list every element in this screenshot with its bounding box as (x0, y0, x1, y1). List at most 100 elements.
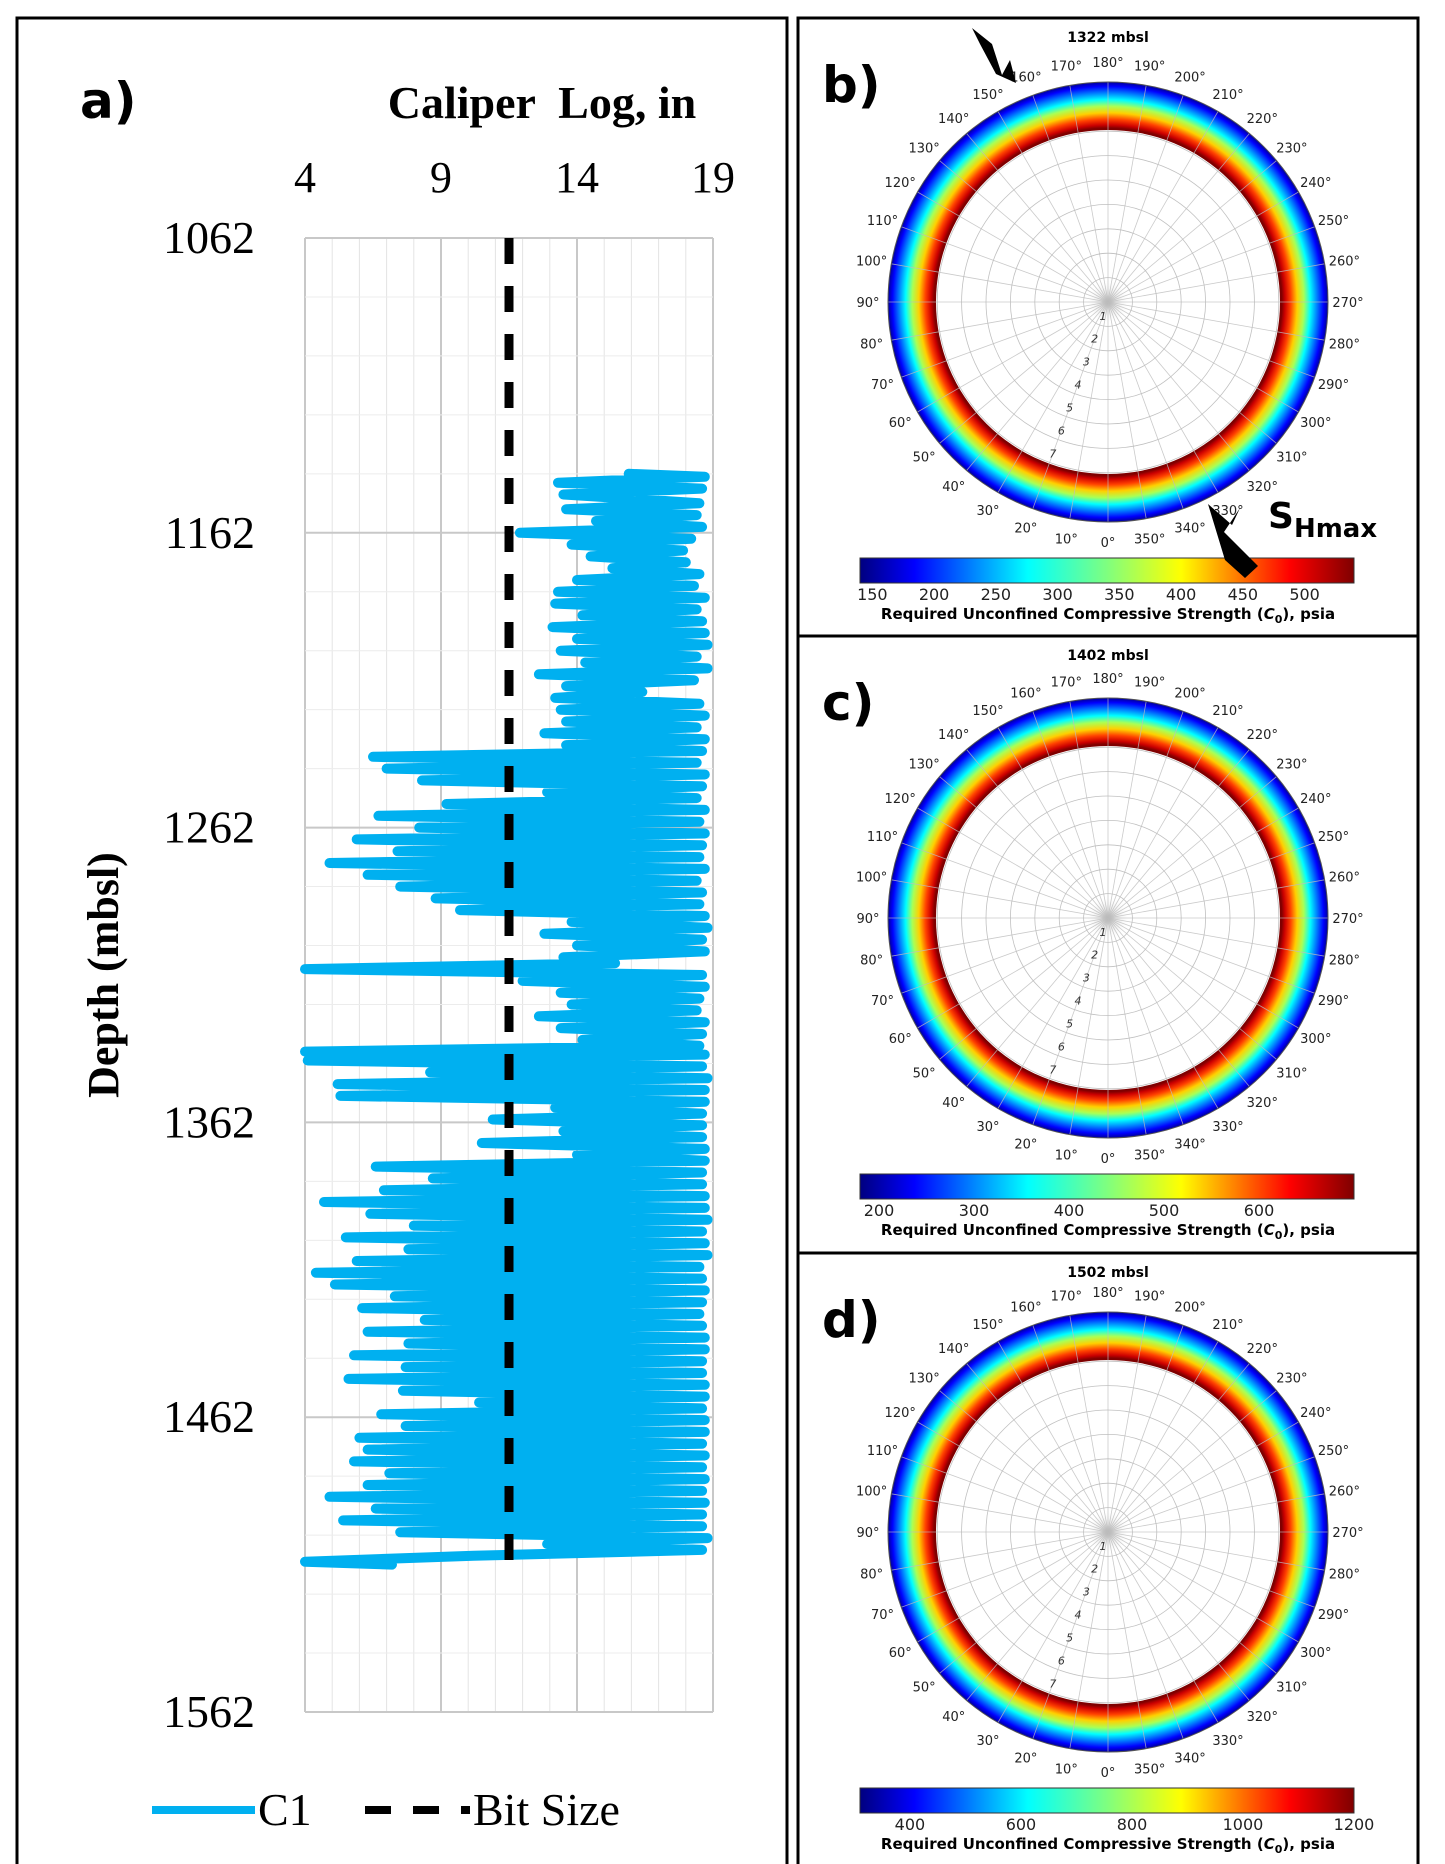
spoke-line (1107, 1341, 1219, 1533)
radial-tick-label: 7 (1049, 447, 1056, 460)
azimuth-label: 40° (942, 1710, 965, 1725)
spoke-line (1107, 701, 1147, 919)
azimuth-label: 350° (1134, 1148, 1165, 1163)
shmax-label: SHmax (1268, 496, 1377, 544)
depth-title: 1502 mbsl (1067, 1265, 1149, 1281)
colorbar-label-subscript: 0 (1275, 1229, 1283, 1242)
spoke-line (939, 160, 1109, 303)
spoke-line (1032, 711, 1109, 919)
colorbar (859, 1787, 1355, 1814)
colorbar-tick-label: 250 (981, 585, 1012, 604)
azimuth-label: 340° (1174, 1138, 1205, 1153)
colorbar-label-post: ), psia (1282, 1835, 1335, 1853)
radial-tick-label: 2 (1091, 949, 1098, 962)
azimuth-label: 130° (908, 1372, 939, 1387)
azimuth-label: 70° (871, 378, 894, 393)
y-tick-label: 1362 (163, 1096, 255, 1147)
spoke-line (1107, 1531, 1147, 1749)
azimuth-label: 60° (889, 416, 912, 431)
azimuth-label: 260° (1329, 254, 1360, 269)
azimuth-label: 90° (856, 912, 879, 927)
shmax-sub: Hmax (1294, 514, 1377, 544)
azimuth-label: 200° (1174, 687, 1205, 702)
y-tick-label: 1562 (163, 1686, 255, 1737)
spoke-line (966, 1531, 1109, 1701)
spoke-line (1107, 776, 1277, 919)
spoke-line (901, 301, 1109, 378)
shmax-arrow-top (972, 28, 1016, 83)
spoke-line (997, 301, 1109, 493)
spoke-line (1107, 1531, 1325, 1571)
azimuth-label: 30° (976, 1734, 999, 1749)
spoke-line (997, 917, 1109, 1109)
spoke-line (966, 917, 1109, 1087)
azimuth-label: 30° (976, 504, 999, 519)
azimuth-label: 100° (856, 1484, 887, 1499)
azimuth-label: 110° (867, 1444, 898, 1459)
spoke-line (1107, 301, 1277, 444)
x-tick-label: 4 (294, 153, 316, 202)
azimuth-label: 10° (1055, 1762, 1078, 1777)
spoke-line (901, 226, 1109, 303)
colorbar-tick-label: 1000 (1223, 1815, 1264, 1834)
spoke-line (1069, 917, 1109, 1135)
azimuth-label: 210° (1212, 704, 1243, 719)
spoke-line (997, 1531, 1109, 1723)
x-tick-label: 14 (555, 153, 599, 202)
azimuth-label: 90° (856, 296, 879, 311)
azimuth-label: 10° (1055, 1148, 1078, 1163)
spoke-line (966, 133, 1109, 303)
spoke-line (1069, 701, 1109, 919)
spoke-line (917, 1531, 1109, 1643)
outer-edge (887, 1311, 1329, 1753)
azimuth-label: 110° (867, 830, 898, 845)
spoke-line (917, 917, 1109, 1029)
polar-grid (888, 1312, 1328, 1752)
spoke-line (1107, 917, 1250, 1087)
colorbar-label-pre: Required Unconfined Compressive Strength… (881, 605, 1264, 623)
spoke-line (1107, 917, 1147, 1135)
radial-tick-label: 2 (1091, 1563, 1098, 1576)
colorbar-tick-label: 800 (1117, 1815, 1148, 1834)
azimuth-label: 80° (860, 338, 883, 353)
colorbar-tick-label: 500 (1149, 1201, 1180, 1220)
azimuth-label: 190° (1134, 1290, 1165, 1305)
panel-d-frame (796, 1251, 1420, 1864)
colorbar-tick-label: 500 (1289, 585, 1320, 604)
y-tick-label: 1162 (165, 507, 255, 558)
azimuth-label: 330° (1212, 1734, 1243, 1749)
spoke-line (1107, 301, 1147, 519)
panel-letter: c) (822, 674, 875, 732)
azimuth-label: 60° (889, 1646, 912, 1661)
spoke-line (1107, 226, 1315, 303)
panel-a-letter: a) (80, 72, 137, 130)
spoke-line (939, 1531, 1109, 1674)
azimuth-label: 70° (871, 1608, 894, 1623)
azimuth-label: 220° (1247, 1342, 1278, 1357)
colorbar-label-symbol: C (1264, 1221, 1275, 1239)
azimuth-label: 250° (1318, 1444, 1349, 1459)
colorbar-tick-label: 300 (1042, 585, 1073, 604)
spoke-line (1107, 1315, 1147, 1533)
spoke-line (1107, 1531, 1299, 1643)
azimuth-label: 0° (1101, 536, 1116, 551)
azimuth-label: 110° (867, 214, 898, 229)
outer-edge (887, 697, 1329, 1139)
spoke-line (1107, 749, 1250, 919)
caliper-chart: a) Caliper Log, in Depth (mbsl) 4 9 14 19 1… (79, 72, 735, 1835)
spoke-line (917, 807, 1109, 919)
azimuth-label: 280° (1329, 338, 1360, 353)
y-axis-label: Depth (mbsl) (79, 852, 128, 1098)
spoke-line (939, 1390, 1109, 1533)
spoke-line (1107, 711, 1184, 919)
shmax-arrow-bottom (1208, 504, 1258, 578)
azimuth-label: 40° (942, 480, 965, 495)
radial-tick-label: 5 (1066, 402, 1073, 415)
radial-tick-label: 1 (1100, 310, 1107, 323)
azimuth-label: 320° (1247, 1096, 1278, 1111)
colorbar-tick-label: 600 (1006, 1815, 1037, 1834)
chart-title: Caliper Log, in (388, 77, 696, 128)
azimuth-label: 320° (1247, 480, 1278, 495)
polar-grid (888, 82, 1328, 522)
